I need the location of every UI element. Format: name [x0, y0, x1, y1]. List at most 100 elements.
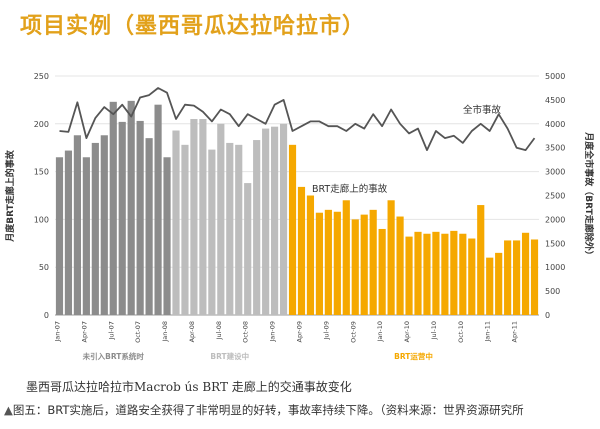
x-tick-label: Apr-10: [403, 321, 411, 342]
bar: [306, 195, 315, 315]
x-tick-label: Jul-10: [430, 321, 438, 340]
bar: [279, 123, 288, 315]
bar: [495, 252, 503, 315]
y2-tick-label: 3500: [545, 144, 565, 153]
series-label-brt: BRT走廊上的事故: [312, 183, 388, 195]
x-tick-label: Apr-11: [511, 321, 519, 342]
bar: [262, 128, 270, 315]
bar: [91, 142, 99, 315]
bar: [163, 157, 171, 315]
bar: [226, 142, 234, 315]
bar: [55, 157, 64, 315]
bar: [73, 135, 81, 315]
y2-tick-label: 2500: [545, 192, 565, 201]
bar: [64, 150, 73, 315]
bar: [109, 101, 117, 315]
y-tick-label: 100: [34, 215, 49, 224]
period-labels: 未引入BRT系统时 BRT建设中 BRT运营中: [83, 351, 433, 361]
bar: [459, 233, 467, 315]
bar: [208, 149, 216, 315]
bar: [333, 211, 341, 315]
y2-tick-label: 500: [545, 287, 560, 296]
bar: [477, 205, 485, 315]
citywide-accidents-line: [59, 87, 536, 151]
bar: [450, 230, 458, 315]
bar: [513, 240, 521, 315]
y-tick-label: 200: [34, 120, 49, 129]
bar-series: [55, 100, 539, 316]
y2-tick-label: 1500: [545, 239, 565, 248]
accident-chart: 0 50 100 150 200 250 0 500 1000 1500 2000 2500 3000…: [4, 72, 595, 361]
right-axis: 0 500 1000 1500 2000 2500 3000 3500 4000 4500 5000: [545, 72, 565, 320]
y2-tick-label: 5000: [545, 72, 565, 81]
left-axis: 0 50 100 150 200 250: [34, 72, 49, 320]
bar: [504, 240, 512, 315]
bar: [351, 219, 359, 315]
y2-tick-label: 0: [545, 311, 550, 320]
bar: [199, 119, 207, 315]
x-axis: Jan-07 Apr-07 Jul-07 Oct-07 Jan-08 Apr-08 Jul-…: [54, 321, 519, 343]
triangle-icon: ▲: [4, 403, 13, 417]
y-tick-label: 0: [44, 311, 49, 320]
y-axis-label: 月度BRT走廊上的事故: [4, 149, 16, 243]
bar: [244, 183, 252, 315]
y2-axis-label: 月度全市事故（BRT走廊除外）: [583, 131, 595, 260]
x-tick-label: Oct-08: [242, 321, 250, 343]
bar: [441, 233, 449, 315]
x-tick-label: Jan-11: [484, 321, 492, 343]
bar: [145, 138, 153, 315]
y2-tick-label: 1000: [545, 263, 565, 272]
x-tick-label: Apr-09: [296, 321, 304, 342]
bar: [315, 212, 323, 315]
bar: [423, 233, 431, 315]
bar: [432, 231, 440, 315]
x-tick-label: Jan-07: [54, 321, 62, 343]
bar: [82, 157, 90, 315]
bar: [521, 232, 530, 315]
x-tick-label: Apr-07: [80, 321, 88, 342]
y2-tick-label: 4500: [545, 96, 565, 105]
x-tick-label: Jan-09: [269, 321, 277, 343]
gridlines: [55, 75, 539, 316]
bar: [342, 200, 350, 315]
period-label: 未引入BRT系统时: [83, 351, 145, 361]
bar: [181, 144, 189, 315]
bar: [324, 209, 332, 315]
bar: [127, 100, 135, 315]
period-label: BRT运营中: [394, 351, 433, 361]
y2-tick-label: 2000: [545, 215, 565, 224]
x-tick-label: Apr-08: [188, 321, 196, 342]
x-tick-label: Jul-08: [215, 321, 223, 340]
bar: [486, 257, 494, 315]
bar: [100, 135, 108, 315]
y-tick-label: 250: [34, 72, 49, 81]
x-tick-label: Oct-07: [134, 321, 142, 343]
y2-tick-label: 3000: [545, 168, 565, 177]
bar: [154, 104, 162, 316]
bar: [297, 186, 306, 315]
bar: [288, 144, 297, 315]
bar: [217, 123, 225, 315]
bar: [414, 231, 422, 315]
bar: [405, 236, 413, 315]
bar: [360, 214, 368, 315]
x-tick-label: Oct-09: [349, 321, 357, 343]
bar: [396, 216, 404, 315]
footer-text: 图五：BRT实施后，道路安全获得了非常明显的好转，事故率持续下降。（资料来源：世…: [12, 403, 524, 417]
series-label-citywide: 全市事故: [463, 104, 502, 116]
y-tick-label: 50: [39, 263, 49, 272]
bar: [369, 209, 377, 315]
x-tick-label: Jan-10: [376, 321, 384, 343]
x-tick-label: Jul-07: [107, 321, 115, 340]
bar: [118, 121, 126, 315]
bar: [530, 239, 539, 315]
caption: 墨西哥瓜达拉哈拉市Macrob ús BRT 走廊上的交通事故变化: [26, 380, 352, 394]
bar: [468, 238, 476, 315]
bar: [190, 119, 198, 315]
x-tick-label: Jan-08: [161, 321, 169, 343]
bar: [253, 140, 261, 315]
bar: [136, 120, 144, 315]
x-tick-label: Jul-09: [322, 321, 330, 340]
bar: [378, 228, 386, 315]
page-title: 项目实例（墨西哥瓜达拉哈拉市）: [20, 13, 366, 39]
